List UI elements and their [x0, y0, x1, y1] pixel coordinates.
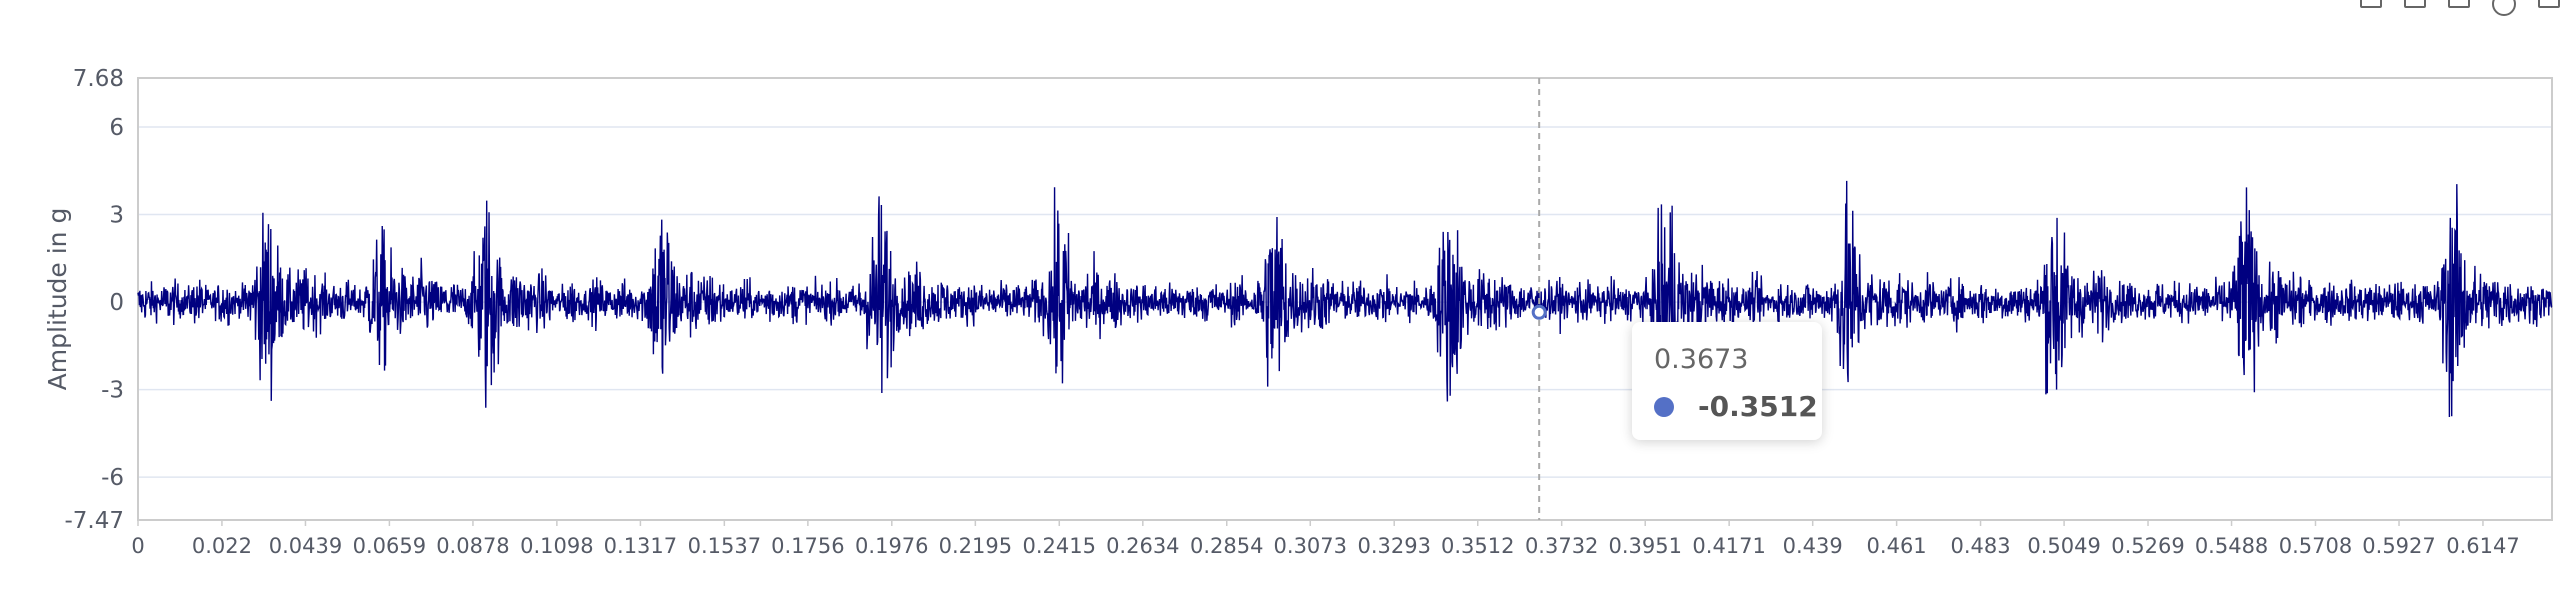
y-tick-label: 7.68: [73, 66, 124, 92]
x-tick-label: 0.3073: [1274, 534, 1347, 558]
tooltip-row: -0.3512: [1654, 390, 1818, 423]
zoom-reset-icon[interactable]: [2404, 0, 2426, 8]
x-tick-label: 0.2415: [1023, 534, 1096, 558]
x-axis: 0 0.022 0.0439 0.0659 0.0878 0.1098 0.1317 0.15…: [131, 520, 2520, 558]
x-tick-label: 0.2634: [1106, 534, 1179, 558]
y-tick-label: -6: [101, 465, 124, 491]
x-tick-label: 0.6147: [2446, 534, 2519, 558]
x-tick-label: 0.1976: [855, 534, 928, 558]
y-tick-label: 3: [109, 203, 124, 229]
x-tick-label: 0.0878: [436, 534, 509, 558]
x-tick-label: 0.0659: [353, 534, 426, 558]
tooltip-point-marker: [1531, 304, 1547, 320]
x-tick-label: 0.4171: [1692, 534, 1765, 558]
y-axis-label: Amplitude in g: [43, 208, 72, 391]
x-tick-label: 0.5708: [2279, 534, 2352, 558]
tooltip-y-value: -0.3512: [1698, 390, 1818, 423]
x-tick-label: 0.5269: [2111, 534, 2184, 558]
x-tick-label: 0.1537: [688, 534, 761, 558]
x-tick-label: 0.461: [1867, 534, 1927, 558]
x-tick-label: 0.1756: [771, 534, 844, 558]
restore-icon[interactable]: [2492, 0, 2516, 16]
x-tick-label: 0.3512: [1441, 534, 1514, 558]
y-tick-label: -3: [101, 378, 124, 404]
x-tick-label: 0.3293: [1357, 534, 1430, 558]
x-tick-label: 0.3732: [1525, 534, 1598, 558]
x-tick-label: 0.0439: [269, 534, 342, 558]
x-tick-label: 0.1317: [604, 534, 677, 558]
x-tick-label: 0.3951: [1608, 534, 1681, 558]
x-tick-label: 0: [131, 534, 144, 558]
y-axis: 7.68 6 3 0 -3 -6 -7.47: [64, 66, 124, 534]
y-tick-label: 0: [109, 290, 124, 316]
x-tick-label: 0.1098: [520, 534, 593, 558]
zoom-icon[interactable]: [2360, 0, 2382, 8]
signal-line[interactable]: [137, 180, 2553, 417]
data-view-icon[interactable]: [2448, 0, 2470, 8]
chart-toolbar: [2360, 0, 2560, 16]
y-tick-label: -7.47: [64, 508, 124, 534]
tooltip: 0.3673 -0.3512: [1632, 322, 1822, 440]
x-tick-label: 0.5488: [2195, 534, 2268, 558]
x-tick-label: 0.2854: [1190, 534, 1263, 558]
y-tick-label: 6: [109, 115, 124, 141]
x-tick-label: 0.2195: [939, 534, 1012, 558]
x-tick-label: 0.439: [1783, 534, 1843, 558]
plot-frame: [137, 77, 2553, 521]
x-tick-label: 0.5927: [2362, 534, 2435, 558]
x-tick-label: 0.022: [192, 534, 252, 558]
x-tick-label: 0.5049: [2027, 534, 2100, 558]
series-dot-icon: [1654, 396, 1674, 417]
tooltip-x-value: 0.3673: [1654, 344, 1749, 375]
x-tick-label: 0.483: [1950, 534, 2010, 558]
save-image-icon[interactable]: [2538, 0, 2560, 8]
